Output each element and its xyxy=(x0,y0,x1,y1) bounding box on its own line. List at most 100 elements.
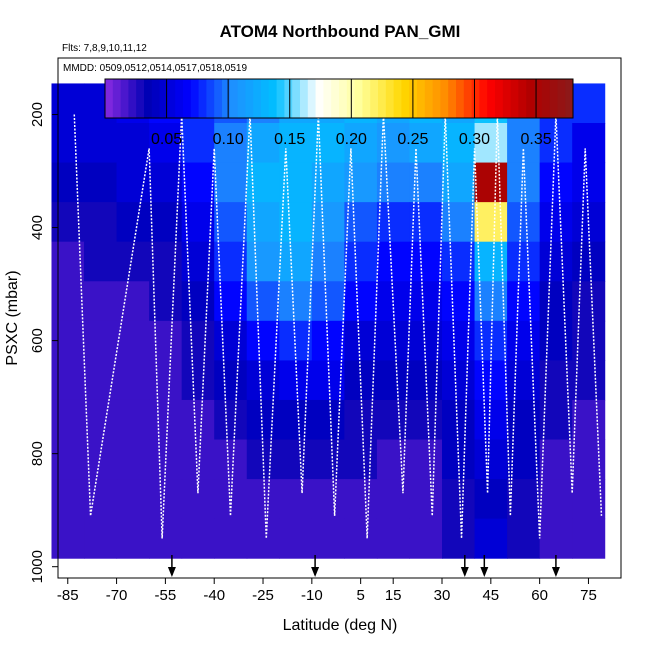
heatmap-cell xyxy=(376,399,410,441)
heatmap-cell xyxy=(84,320,118,361)
heatmap-cells xyxy=(51,83,606,559)
heatmap-cell xyxy=(409,439,443,480)
x-axis: -85 -70 -55 -40 -25 -10 5 15 30 45 60 75 xyxy=(57,578,597,604)
heatmap-cell xyxy=(474,479,508,520)
heatmap-cell xyxy=(51,479,85,520)
colorbar-swatch xyxy=(175,79,184,118)
colorbar-swatch xyxy=(518,79,527,118)
colorbar-tick-label: 0.15 xyxy=(274,131,305,148)
colorbar-swatch xyxy=(495,79,504,118)
heatmap-cell xyxy=(474,399,508,441)
heatmap-cell xyxy=(507,439,541,480)
heatmap-cell xyxy=(572,241,606,282)
heatmap-cell xyxy=(572,399,606,441)
colorbar-swatch xyxy=(378,79,387,118)
colorbar-swatch xyxy=(339,79,348,118)
heatmap-cell xyxy=(51,360,85,401)
colorbar-frame xyxy=(104,78,574,119)
plot-frame xyxy=(57,57,622,579)
heatmap-cell xyxy=(539,281,573,322)
heatmap-cell xyxy=(507,241,541,282)
heatmap-cell xyxy=(539,320,573,361)
colorbar-swatch xyxy=(401,79,410,118)
heatmap-cell xyxy=(442,518,476,559)
heatmap-cell xyxy=(344,518,378,559)
heatmap-cell xyxy=(507,320,541,361)
heatmap-cell xyxy=(311,281,345,322)
heatmap-cell xyxy=(507,162,541,203)
colorbar-swatch xyxy=(424,79,434,118)
heatmap-cell xyxy=(149,241,183,282)
heatmap-cell xyxy=(572,162,606,203)
heatmap-cell xyxy=(149,360,183,401)
heatmap-cell xyxy=(311,162,345,203)
heatmap-cell xyxy=(181,399,215,441)
y-axis: 200 400 600 800 1000 xyxy=(29,102,58,583)
x-axis-label: Latitude (deg N) xyxy=(283,617,398,634)
heatmap-cell xyxy=(246,202,280,243)
heatmap-cell xyxy=(442,399,476,441)
colorbar-tick-label: 0.10 xyxy=(213,131,244,148)
heatmap-cell xyxy=(51,518,85,559)
heatmap-cell xyxy=(279,439,313,480)
heatmap-cell xyxy=(84,439,118,480)
heatmap-cell xyxy=(344,202,378,243)
heatmap-cell xyxy=(539,479,573,520)
heatmap-cell xyxy=(376,202,410,243)
colorbar-swatch xyxy=(198,79,207,118)
colorbar-swatch xyxy=(183,79,192,118)
heatmap-cell xyxy=(246,479,280,520)
heatmap-cell xyxy=(572,83,606,124)
chart-title: ATOM4 Northbound PAN_GMI xyxy=(220,22,461,41)
arrow-head xyxy=(460,567,469,577)
colorbar-tick-label: 0.30 xyxy=(459,131,490,148)
colorbar-swatch xyxy=(471,79,480,118)
heatmap-cell xyxy=(507,518,541,559)
flight-profiles xyxy=(73,114,603,539)
colorbar-swatch xyxy=(167,79,176,118)
x-tick-label: -40 xyxy=(203,587,225,604)
heatmap-cell xyxy=(376,439,410,480)
dates-label: MMDD: 0509,0512,0514,0517,0518,0519 xyxy=(63,63,247,74)
takeoff-landing-arrows xyxy=(167,555,560,577)
heatmap-cell xyxy=(311,202,345,243)
heatmap-cell xyxy=(149,320,183,361)
heatmap-cell xyxy=(474,202,508,243)
heatmap-cell xyxy=(116,360,150,401)
x-tick-label: -55 xyxy=(155,587,177,604)
heatmap-cell xyxy=(376,241,410,282)
heatmap-cell xyxy=(572,360,606,401)
heatmap-cell xyxy=(344,320,378,361)
heatmap-cell xyxy=(539,439,573,480)
heatmap-cell xyxy=(214,439,248,480)
heatmap-cell xyxy=(214,320,248,361)
colorbar-swatch xyxy=(502,79,512,118)
colorbar-swatch xyxy=(245,79,254,118)
heatmap-cell xyxy=(442,241,476,282)
heatmap-cell xyxy=(474,439,508,480)
colorbar-swatch xyxy=(393,79,402,118)
heatmap-cell xyxy=(246,360,280,401)
heatmap-cell xyxy=(442,479,476,520)
heatmap-cell xyxy=(279,399,313,441)
colorbar-swatch xyxy=(487,79,496,118)
heatmap-cell xyxy=(116,479,150,520)
heatmap-cell xyxy=(507,360,541,401)
heatmap-cell xyxy=(84,123,118,164)
colorbar-swatch xyxy=(276,79,285,118)
colorbar-tick-label: 0.05 xyxy=(151,131,182,148)
x-tick-label: 60 xyxy=(531,587,548,604)
heatmap-cell xyxy=(51,399,85,441)
heatmap-cell xyxy=(376,162,410,203)
heatmap-cell xyxy=(116,202,150,243)
x-tick-label: 30 xyxy=(434,587,451,604)
colorbar-swatch xyxy=(565,79,574,118)
heatmap-cell xyxy=(376,479,410,520)
colorbar-swatch xyxy=(323,79,332,118)
colorbar-swatch xyxy=(206,79,215,118)
colorbar-swatch xyxy=(159,79,168,118)
colorbar-swatch xyxy=(479,79,488,118)
heatmap-cell xyxy=(84,241,118,282)
heatmap-cell xyxy=(51,123,85,164)
